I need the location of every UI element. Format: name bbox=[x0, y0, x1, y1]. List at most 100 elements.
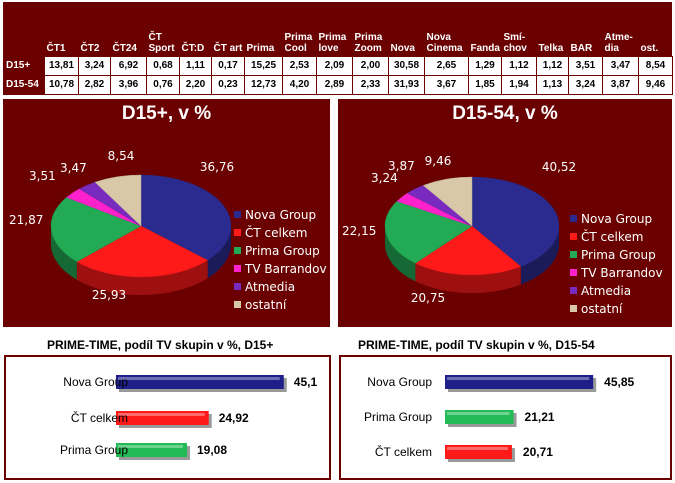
table-cell: 2,00 bbox=[352, 55, 389, 76]
column-header: ČT Sport bbox=[148, 31, 175, 54]
table-cell: 3,67 bbox=[424, 74, 469, 95]
table-cell: 31,93 bbox=[388, 74, 425, 95]
pie-value-label: 3,24 bbox=[371, 171, 398, 185]
bar bbox=[445, 410, 514, 424]
table-cell: 12,73 bbox=[244, 74, 283, 95]
pie-value-label: 25,93 bbox=[92, 288, 126, 302]
pie-slice bbox=[422, 176, 473, 227]
legend-entry: TV Barrandov bbox=[244, 262, 327, 276]
bar bbox=[445, 375, 594, 389]
bar-chart-svg: Nova Group 45,1 ČT celkem 24,92 Prima Group 1… bbox=[60, 375, 318, 460]
bar bbox=[445, 445, 512, 459]
pie-slice bbox=[471, 176, 560, 267]
legend-swatch bbox=[570, 215, 577, 222]
bar bbox=[116, 411, 209, 425]
table-cell: 1,13 bbox=[536, 74, 569, 95]
legend-entry: Prima Group bbox=[581, 248, 656, 262]
legend-entry: ostatní bbox=[245, 298, 287, 312]
pie-slice-side bbox=[50, 226, 77, 280]
legend-entry: Nova Group bbox=[581, 212, 652, 226]
pie-chart-title: D15+, v % bbox=[121, 103, 212, 124]
column-header: Telka bbox=[538, 42, 564, 54]
pie-value-label: 9,46 bbox=[425, 154, 452, 168]
legend-entry: Atmedia bbox=[581, 284, 631, 298]
pie-slice bbox=[50, 197, 142, 263]
table-cell: 2,65 bbox=[424, 55, 469, 76]
column-header: Atme-dia bbox=[604, 31, 633, 54]
table-cell: 8,54 bbox=[638, 55, 673, 76]
bar-highlight bbox=[447, 447, 508, 450]
bar-highlight bbox=[118, 445, 183, 448]
bar-category-label: Nova Group bbox=[367, 375, 432, 389]
pie-value-label: 3,87 bbox=[388, 159, 415, 173]
column-header: Prima Zoom bbox=[354, 31, 383, 54]
table-cell: 15,25 bbox=[244, 55, 283, 76]
bar-value-label: 21,21 bbox=[525, 410, 555, 424]
pie-slice-side bbox=[385, 226, 416, 282]
pie-value-label: 40,52 bbox=[542, 160, 576, 174]
pie-slice bbox=[76, 225, 209, 278]
table-cell: 1,94 bbox=[501, 74, 537, 95]
bar-category-label: Prima Group bbox=[60, 443, 128, 457]
pie-chart-d15plus: 36,76 25,93 21,87 3,51 3,47 8,54 Nova Group ČT … bbox=[9, 149, 327, 312]
legend-swatch bbox=[234, 265, 241, 272]
legend-swatch bbox=[570, 251, 577, 258]
table-cell: 3,47 bbox=[602, 55, 639, 76]
table-row: D15+ 13,81 3,24 6,92 0,68 1,11 0,17 15,2… bbox=[3, 55, 673, 76]
pie-value-label: 3,47 bbox=[60, 161, 87, 175]
pie-value-label: 20,75 bbox=[411, 291, 445, 305]
legend-swatch bbox=[570, 287, 577, 294]
table-cell: 2,20 bbox=[179, 74, 212, 95]
bar-chart-svg: Nova Group 45,85 Prima Group 21,21 ČT celkem… bbox=[364, 375, 635, 462]
table-cell: 1,12 bbox=[536, 55, 569, 76]
column-header: Smí-chov bbox=[503, 31, 527, 54]
bar-value-label: 45,1 bbox=[294, 375, 318, 389]
pie-top bbox=[50, 174, 232, 278]
table-cell: 9,46 bbox=[638, 74, 673, 95]
column-header: BAR bbox=[570, 42, 593, 54]
table-cell: 3,96 bbox=[110, 74, 147, 95]
table-cell: 0,23 bbox=[211, 74, 245, 95]
table-cell: 3,87 bbox=[602, 74, 639, 95]
table-cell: 6,92 bbox=[110, 55, 147, 76]
legend-entry: Nova Group bbox=[245, 208, 316, 222]
legend-swatch bbox=[234, 301, 241, 308]
legend-swatch bbox=[234, 247, 241, 254]
row-label: D15-54 bbox=[3, 74, 45, 95]
column-header: ČT:D bbox=[181, 42, 205, 54]
legend-entry: ostatní bbox=[581, 302, 623, 316]
pie-slice-side bbox=[520, 226, 559, 285]
pie-slice bbox=[94, 174, 142, 227]
bar-highlight bbox=[118, 377, 280, 380]
table-cell: 2,89 bbox=[316, 74, 353, 95]
bar-value-label: 24,92 bbox=[219, 411, 249, 425]
table-cell: 2,33 bbox=[352, 74, 389, 95]
bar-value-label: 19,08 bbox=[197, 443, 227, 457]
legend-entry: Prima Group bbox=[245, 244, 320, 258]
table-cell: 1,11 bbox=[179, 55, 212, 76]
bar-category-label: ČT celkem bbox=[375, 444, 432, 459]
legend-entry: ČT celkem bbox=[245, 225, 307, 240]
column-header: Fanda bbox=[470, 42, 500, 54]
share-table-header-row: ČT1 ČT2 ČT24 ČT Sport ČT:D ČT art Prima … bbox=[4, 2, 673, 56]
table-cell: 13,81 bbox=[44, 55, 79, 76]
table-cell: 1,29 bbox=[468, 55, 502, 76]
legend-swatch bbox=[570, 305, 577, 312]
legend-entry: TV Barrandov bbox=[580, 266, 663, 280]
bar-chart-title: PRIME-TIME, podíl TV skupin v %, D15-54 bbox=[358, 338, 595, 352]
legend-swatch bbox=[234, 229, 241, 236]
column-header: Nova bbox=[390, 42, 415, 54]
table-cell: 0,17 bbox=[211, 55, 245, 76]
bar-highlight bbox=[447, 412, 510, 415]
column-header: Prima bbox=[246, 42, 275, 54]
pie-slice-side bbox=[415, 263, 521, 293]
legend-entry: ČT celkem bbox=[581, 229, 643, 244]
pie-sides bbox=[385, 226, 559, 293]
column-header: Nova Cinema bbox=[426, 31, 463, 54]
table-cell: 30,58 bbox=[388, 55, 425, 76]
column-header: ČT1 bbox=[46, 42, 66, 54]
pie-value-label: 36,76 bbox=[200, 160, 234, 174]
column-header: ČT24 bbox=[112, 42, 137, 54]
bar-value-label: 20,71 bbox=[523, 445, 553, 459]
pie-chart-title: D15-54, v % bbox=[452, 103, 558, 124]
